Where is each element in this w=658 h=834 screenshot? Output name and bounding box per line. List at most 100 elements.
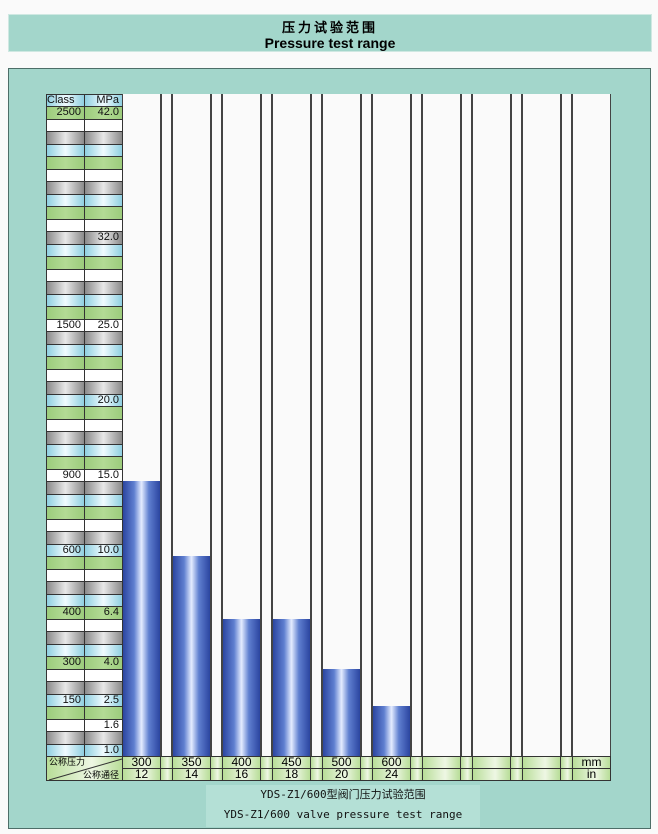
scale-class-label: 1500 (46, 318, 85, 332)
scale-class-label (46, 668, 85, 682)
scale-mpa-label (84, 381, 123, 395)
scale-mpa-label (84, 531, 123, 545)
title-zh: 压力试验范围 (281, 21, 378, 36)
scale-mpa-label (84, 256, 123, 270)
scale-class-label (46, 493, 85, 507)
diagonal-divider (48, 758, 123, 781)
scale-mpa-label (84, 218, 123, 232)
scale-class-label (46, 268, 85, 282)
scale-class-label (46, 731, 85, 745)
scale-mpa-label (84, 331, 123, 345)
scale-class-label: 300 (46, 656, 85, 670)
chart-column (472, 94, 511, 756)
scale-class-label: 600 (46, 543, 85, 557)
scale-mpa-label (84, 293, 123, 307)
scale-mpa-label: 6.4 (84, 606, 123, 620)
x-tick-in: 12 (122, 768, 161, 781)
x-tick-in: 14 (172, 768, 211, 781)
scale-mpa-label (84, 156, 123, 170)
scale-mpa-label (84, 518, 123, 532)
scale-mpa-label (84, 706, 123, 720)
chart-gap-column (461, 94, 472, 756)
page-header: 压力试验范围 Pressure test range (8, 14, 652, 52)
scale-class-label (46, 231, 85, 245)
title-en: Pressure test range (264, 35, 396, 51)
x-tick-in (522, 768, 561, 781)
chart-frame: Class MPa 2500 42.0 32.0 1500 25.0 20.0 900 15.0 6… (8, 68, 651, 829)
chart-gap-column (211, 94, 222, 756)
scale-mpa-label (84, 406, 123, 420)
scale-mpa-label (84, 193, 123, 207)
chart-column (322, 94, 361, 756)
scale-class-label (46, 506, 85, 520)
bar-600 (373, 706, 410, 756)
chart-gap-column (311, 94, 322, 756)
scale-mpa-label (84, 443, 123, 457)
chart-gap-column (511, 94, 522, 756)
scale-class-label (46, 556, 85, 570)
scale-mpa-label (84, 343, 123, 357)
chart-gap-column (561, 94, 572, 756)
scale-class-label (46, 368, 85, 382)
scale-class-label (46, 518, 85, 532)
bar-450 (273, 618, 310, 756)
scale-mpa-label (84, 418, 123, 432)
scale-class-label (46, 618, 85, 632)
scale-class-label (46, 631, 85, 645)
scale-mpa-label (84, 668, 123, 682)
scale-class-label (46, 418, 85, 432)
scale-mpa-label: 15.0 (84, 468, 123, 482)
scale-class-label (46, 393, 85, 407)
x-tick-in: 24 (372, 768, 411, 781)
scale-class-label: 150 (46, 693, 85, 707)
scale-mpa-label (84, 643, 123, 657)
scale-class-label (46, 281, 85, 295)
scale-class-label (46, 443, 85, 457)
scale-mpa-label: 1.0 (84, 743, 123, 757)
scale-class-label (46, 143, 85, 157)
scale-mpa-label: 32.0 (84, 231, 123, 245)
bar-350 (173, 556, 210, 756)
scale-class-label: 2500 (46, 106, 85, 120)
chart-column (522, 94, 561, 756)
scale-class-label (46, 706, 85, 720)
scale-class-label (46, 568, 85, 582)
scale-class-label (46, 156, 85, 170)
scale-class-label (46, 381, 85, 395)
bar-300 (123, 481, 160, 756)
scale-mpa-label: 4.0 (84, 656, 123, 670)
chart-caption: YDS-Z1/600型阀门压力试验范围 YDS-Z1/600 valve pre… (206, 785, 480, 827)
scale-mpa-label (84, 618, 123, 632)
scale-mpa-label: 2.5 (84, 693, 123, 707)
chart-gap-column (411, 94, 422, 756)
chart-column (372, 94, 411, 756)
scale-mpa-label (84, 243, 123, 257)
scale-class-label (46, 593, 85, 607)
chart-column (422, 94, 461, 756)
x-tick-mm: 400 (222, 756, 261, 769)
scale-class-label (46, 181, 85, 195)
scale-mpa-label (84, 268, 123, 282)
scale-class-label (46, 293, 85, 307)
bar-400 (223, 618, 260, 756)
scale-class-label (46, 531, 85, 545)
scale-class-label (46, 168, 85, 182)
x-tick-in: in (572, 768, 611, 781)
x-tick-in: 20 (322, 768, 361, 781)
scale-class-label: 900 (46, 468, 85, 482)
scale-class-label (46, 218, 85, 232)
scale-mpa-label (84, 593, 123, 607)
scale-mpa-label: 1.6 (84, 718, 123, 732)
scale-mpa-label (84, 581, 123, 595)
scale-class-label: 400 (46, 606, 85, 620)
x-tick-in: 18 (272, 768, 311, 781)
scale-class-label (46, 343, 85, 357)
scale-mpa-label (84, 631, 123, 645)
scale-mpa-label (84, 481, 123, 495)
scale-mpa-label (84, 568, 123, 582)
scale-mpa-label (84, 456, 123, 470)
scale-class-label (46, 331, 85, 345)
scale-mpa-label (84, 181, 123, 195)
scale-mpa-label (84, 118, 123, 132)
scale-class-label (46, 481, 85, 495)
